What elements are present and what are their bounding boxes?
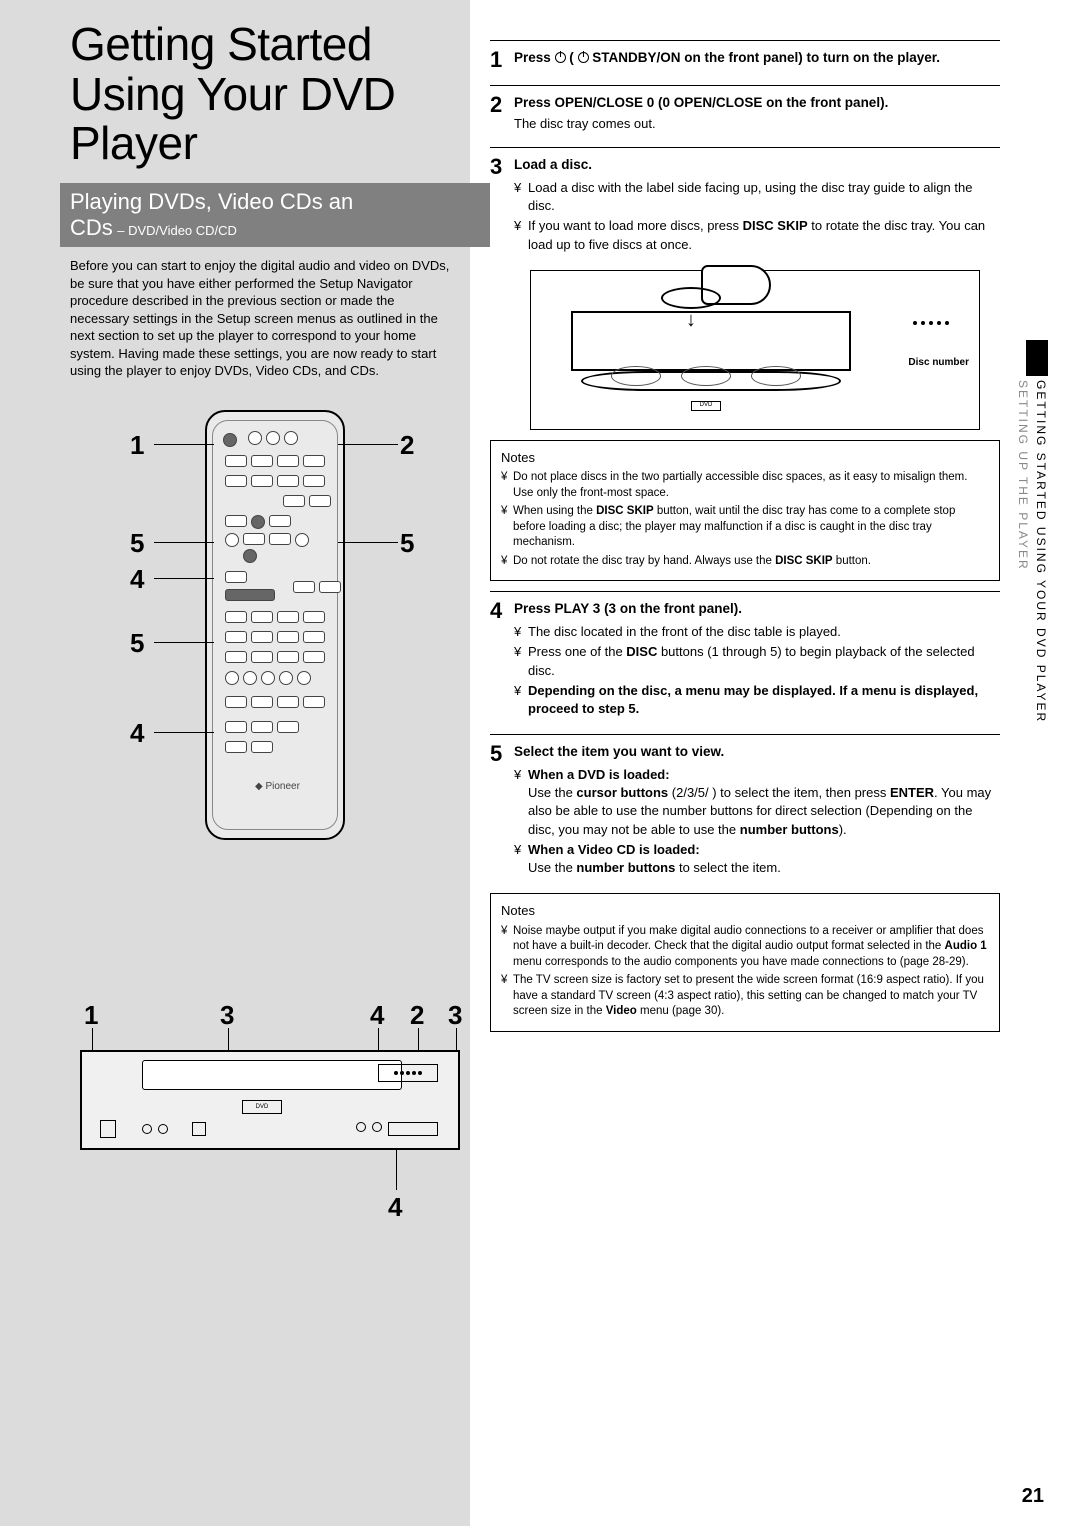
note-item: Do not rotate the disc tray by hand. Alw… <box>501 554 989 570</box>
step-num-2: 2 <box>490 94 514 133</box>
notes-box-1: Notes Do not place discs in the two part… <box>490 440 1000 582</box>
step4-item: Press one of the DISC buttons (1 through… <box>514 643 1000 679</box>
remote-callout-1l: 1 <box>130 430 144 461</box>
step-5: 5 Select the item you want to view. When… <box>490 743 1000 879</box>
unit-callout-4: 4 <box>370 1000 384 1031</box>
subheading-bar: Playing DVDs, Video CDs an CDs – DVD/Vid… <box>60 183 490 247</box>
intro-paragraph: Before you can start to enjoy the digita… <box>70 257 452 380</box>
subhead-line2-big: CDs <box>70 215 113 240</box>
unit-callout-1: 1 <box>84 1000 98 1031</box>
step-1: 1 Press ( STANDBY/ON on the front panel)… <box>490 49 1000 71</box>
step-num-5: 5 <box>490 743 514 879</box>
step-num-3: 3 <box>490 156 514 256</box>
remote-diagram: ◆ Pioneer 1 5 4 5 4 2 5 <box>70 410 452 950</box>
right-column: 1 Press ( STANDBY/ON on the front panel)… <box>470 0 1080 1526</box>
unit-diagram: 1 3 4 2 3 DVD 4 <box>70 1000 452 1260</box>
note-item: Do not place discs in the two partially … <box>501 470 989 501</box>
unit-callout-2: 2 <box>410 1000 424 1031</box>
step-2: 2 Press OPEN/CLOSE 0 (0 OPEN/CLOSE on th… <box>490 94 1000 133</box>
step4-item: Depending on the disc, a menu may be dis… <box>514 682 1000 718</box>
disc-load-diagram: ↓ Disc number DVD <box>530 270 980 430</box>
subhead-line2-small: – DVD/Video CD/CD <box>117 223 237 238</box>
remote-callout-2r: 2 <box>400 430 414 461</box>
power-icon <box>578 52 589 63</box>
page-number: 21 <box>1022 1485 1044 1508</box>
unit-callout-4b: 4 <box>388 1192 402 1223</box>
step3-item: Load a disc with the label side facing u… <box>514 179 1000 215</box>
power-icon <box>555 52 566 63</box>
remote-callout-4l1: 4 <box>130 564 144 595</box>
side-label-dark: GETTING STARTED USING YOUR DVD PLAYER <box>1034 380 1048 723</box>
unit-callout-3b: 3 <box>448 1000 462 1031</box>
disc-number-label: Disc number <box>908 357 969 368</box>
remote-callout-5l2: 5 <box>130 628 144 659</box>
note-item: When using the DISC SKIP button, wait un… <box>501 504 989 551</box>
page-title: Getting Started Using Your DVD Player <box>70 20 452 169</box>
remote-callout-5r: 5 <box>400 528 414 559</box>
unit-callout-3: 3 <box>220 1000 234 1031</box>
side-label-light: SETTING UP THE PLAYER <box>1016 380 1030 571</box>
side-tab: SETTING UP THE PLAYER GETTING STARTED US… <box>1008 380 1048 800</box>
left-column: Getting Started Using Your DVD Player Pl… <box>0 0 470 1526</box>
step5-vcd: When a Video CD is loaded: Use the numbe… <box>514 841 1000 877</box>
note-item: The TV screen size is factory set to pre… <box>501 973 989 1020</box>
step-num-1: 1 <box>490 49 514 71</box>
remote-callout-4l2: 4 <box>130 718 144 749</box>
subhead-line1: Playing DVDs, Video CDs an <box>70 189 353 214</box>
step5-dvd: When a DVD is loaded: Use the cursor but… <box>514 766 1000 839</box>
step4-item: The disc located in the front of the dis… <box>514 623 1000 641</box>
step-4: 4 Press PLAY 3 (3 on the front panel). T… <box>490 600 1000 720</box>
remote-callout-5l1: 5 <box>130 528 144 559</box>
notes-box-2: Notes Noise maybe output if you make dig… <box>490 893 1000 1032</box>
step-3: 3 Load a disc. Load a disc with the labe… <box>490 156 1000 256</box>
step3-item: If you want to load more discs, press DI… <box>514 217 1000 253</box>
step-num-4: 4 <box>490 600 514 720</box>
note-item: Noise maybe output if you make digital a… <box>501 924 989 971</box>
